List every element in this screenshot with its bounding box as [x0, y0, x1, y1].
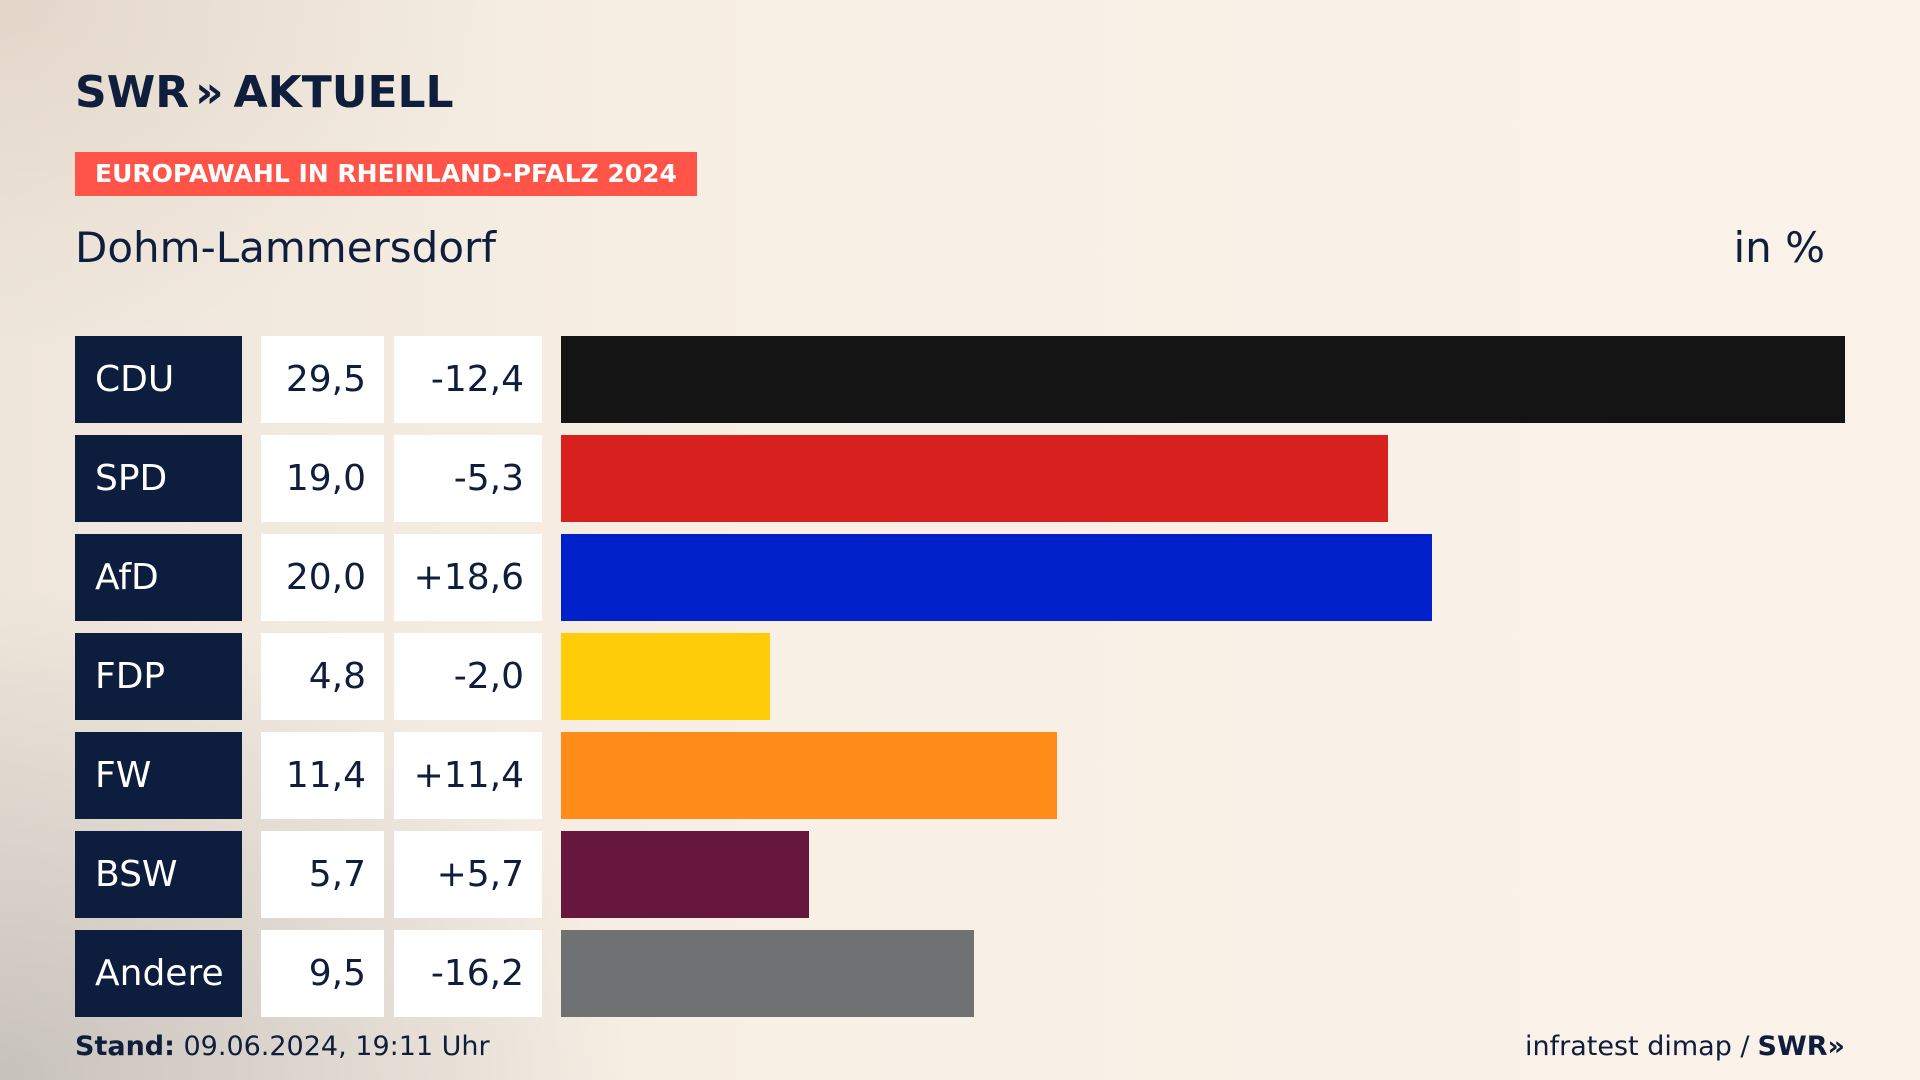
- result-bar: [561, 930, 974, 1017]
- party-label: AfD: [75, 534, 242, 621]
- difference-value: -5,3: [394, 435, 542, 522]
- party-label: FW: [75, 732, 242, 819]
- election-tag: EUROPAWAHL IN RHEINLAND-PFALZ 2024: [75, 152, 697, 196]
- stand-value: 09.06.2024, 19:11 Uhr: [174, 1031, 490, 1062]
- logo-swr-text: SWR: [75, 66, 190, 118]
- difference-value: -16,2: [394, 930, 542, 1017]
- timestamp: Stand: 09.06.2024, 19:11 Uhr: [75, 1030, 490, 1064]
- results-chart: CDU 29,5 -12,4 SPD 19,0 -5,3 AfD 20,0 +18,6 FDP 4,…: [75, 336, 1845, 1017]
- stand-label: Stand:: [75, 1031, 175, 1062]
- party-label: CDU: [75, 336, 242, 423]
- source-credit: infratest dimap / SWR»: [1525, 1030, 1845, 1064]
- result-bar: [561, 732, 1057, 819]
- unit-label: in %: [1733, 223, 1825, 272]
- result-bar: [561, 831, 809, 918]
- result-bar: [561, 633, 770, 720]
- result-value: 5,7: [261, 831, 384, 918]
- result-row: FW 11,4 +11,4: [75, 732, 1845, 819]
- difference-value: +5,7: [394, 831, 542, 918]
- result-bar: [561, 435, 1388, 522]
- result-value: 19,0: [261, 435, 384, 522]
- result-value: 20,0: [261, 534, 384, 621]
- swr-aktuell-logo: SWR» AKTUELL: [75, 66, 454, 118]
- result-bar: [561, 336, 1845, 423]
- difference-value: +18,6: [394, 534, 542, 621]
- double-chevron-icon: »: [195, 66, 224, 118]
- party-label: SPD: [75, 435, 242, 522]
- difference-value: -12,4: [394, 336, 542, 423]
- source-text: infratest dimap /: [1525, 1031, 1750, 1062]
- difference-value: +11,4: [394, 732, 542, 819]
- difference-value: -2,0: [394, 633, 542, 720]
- result-row: Andere 9,5 -16,2: [75, 930, 1845, 1017]
- party-label: Andere: [75, 930, 242, 1017]
- logo-aktuell-text: AKTUELL: [233, 66, 454, 118]
- result-row: SPD 19,0 -5,3: [75, 435, 1845, 522]
- result-bar: [561, 534, 1432, 621]
- chart-title: Dohm-Lammersdorf: [75, 223, 497, 272]
- result-row: FDP 4,8 -2,0: [75, 633, 1845, 720]
- result-row: BSW 5,7 +5,7: [75, 831, 1845, 918]
- swr-small-logo: SWR»: [1757, 1031, 1845, 1062]
- party-label: BSW: [75, 831, 242, 918]
- result-row: CDU 29,5 -12,4: [75, 336, 1845, 423]
- result-value: 11,4: [261, 732, 384, 819]
- result-row: AfD 20,0 +18,6: [75, 534, 1845, 621]
- result-value: 4,8: [261, 633, 384, 720]
- result-value: 9,5: [261, 930, 384, 1017]
- party-label: FDP: [75, 633, 242, 720]
- result-value: 29,5: [261, 336, 384, 423]
